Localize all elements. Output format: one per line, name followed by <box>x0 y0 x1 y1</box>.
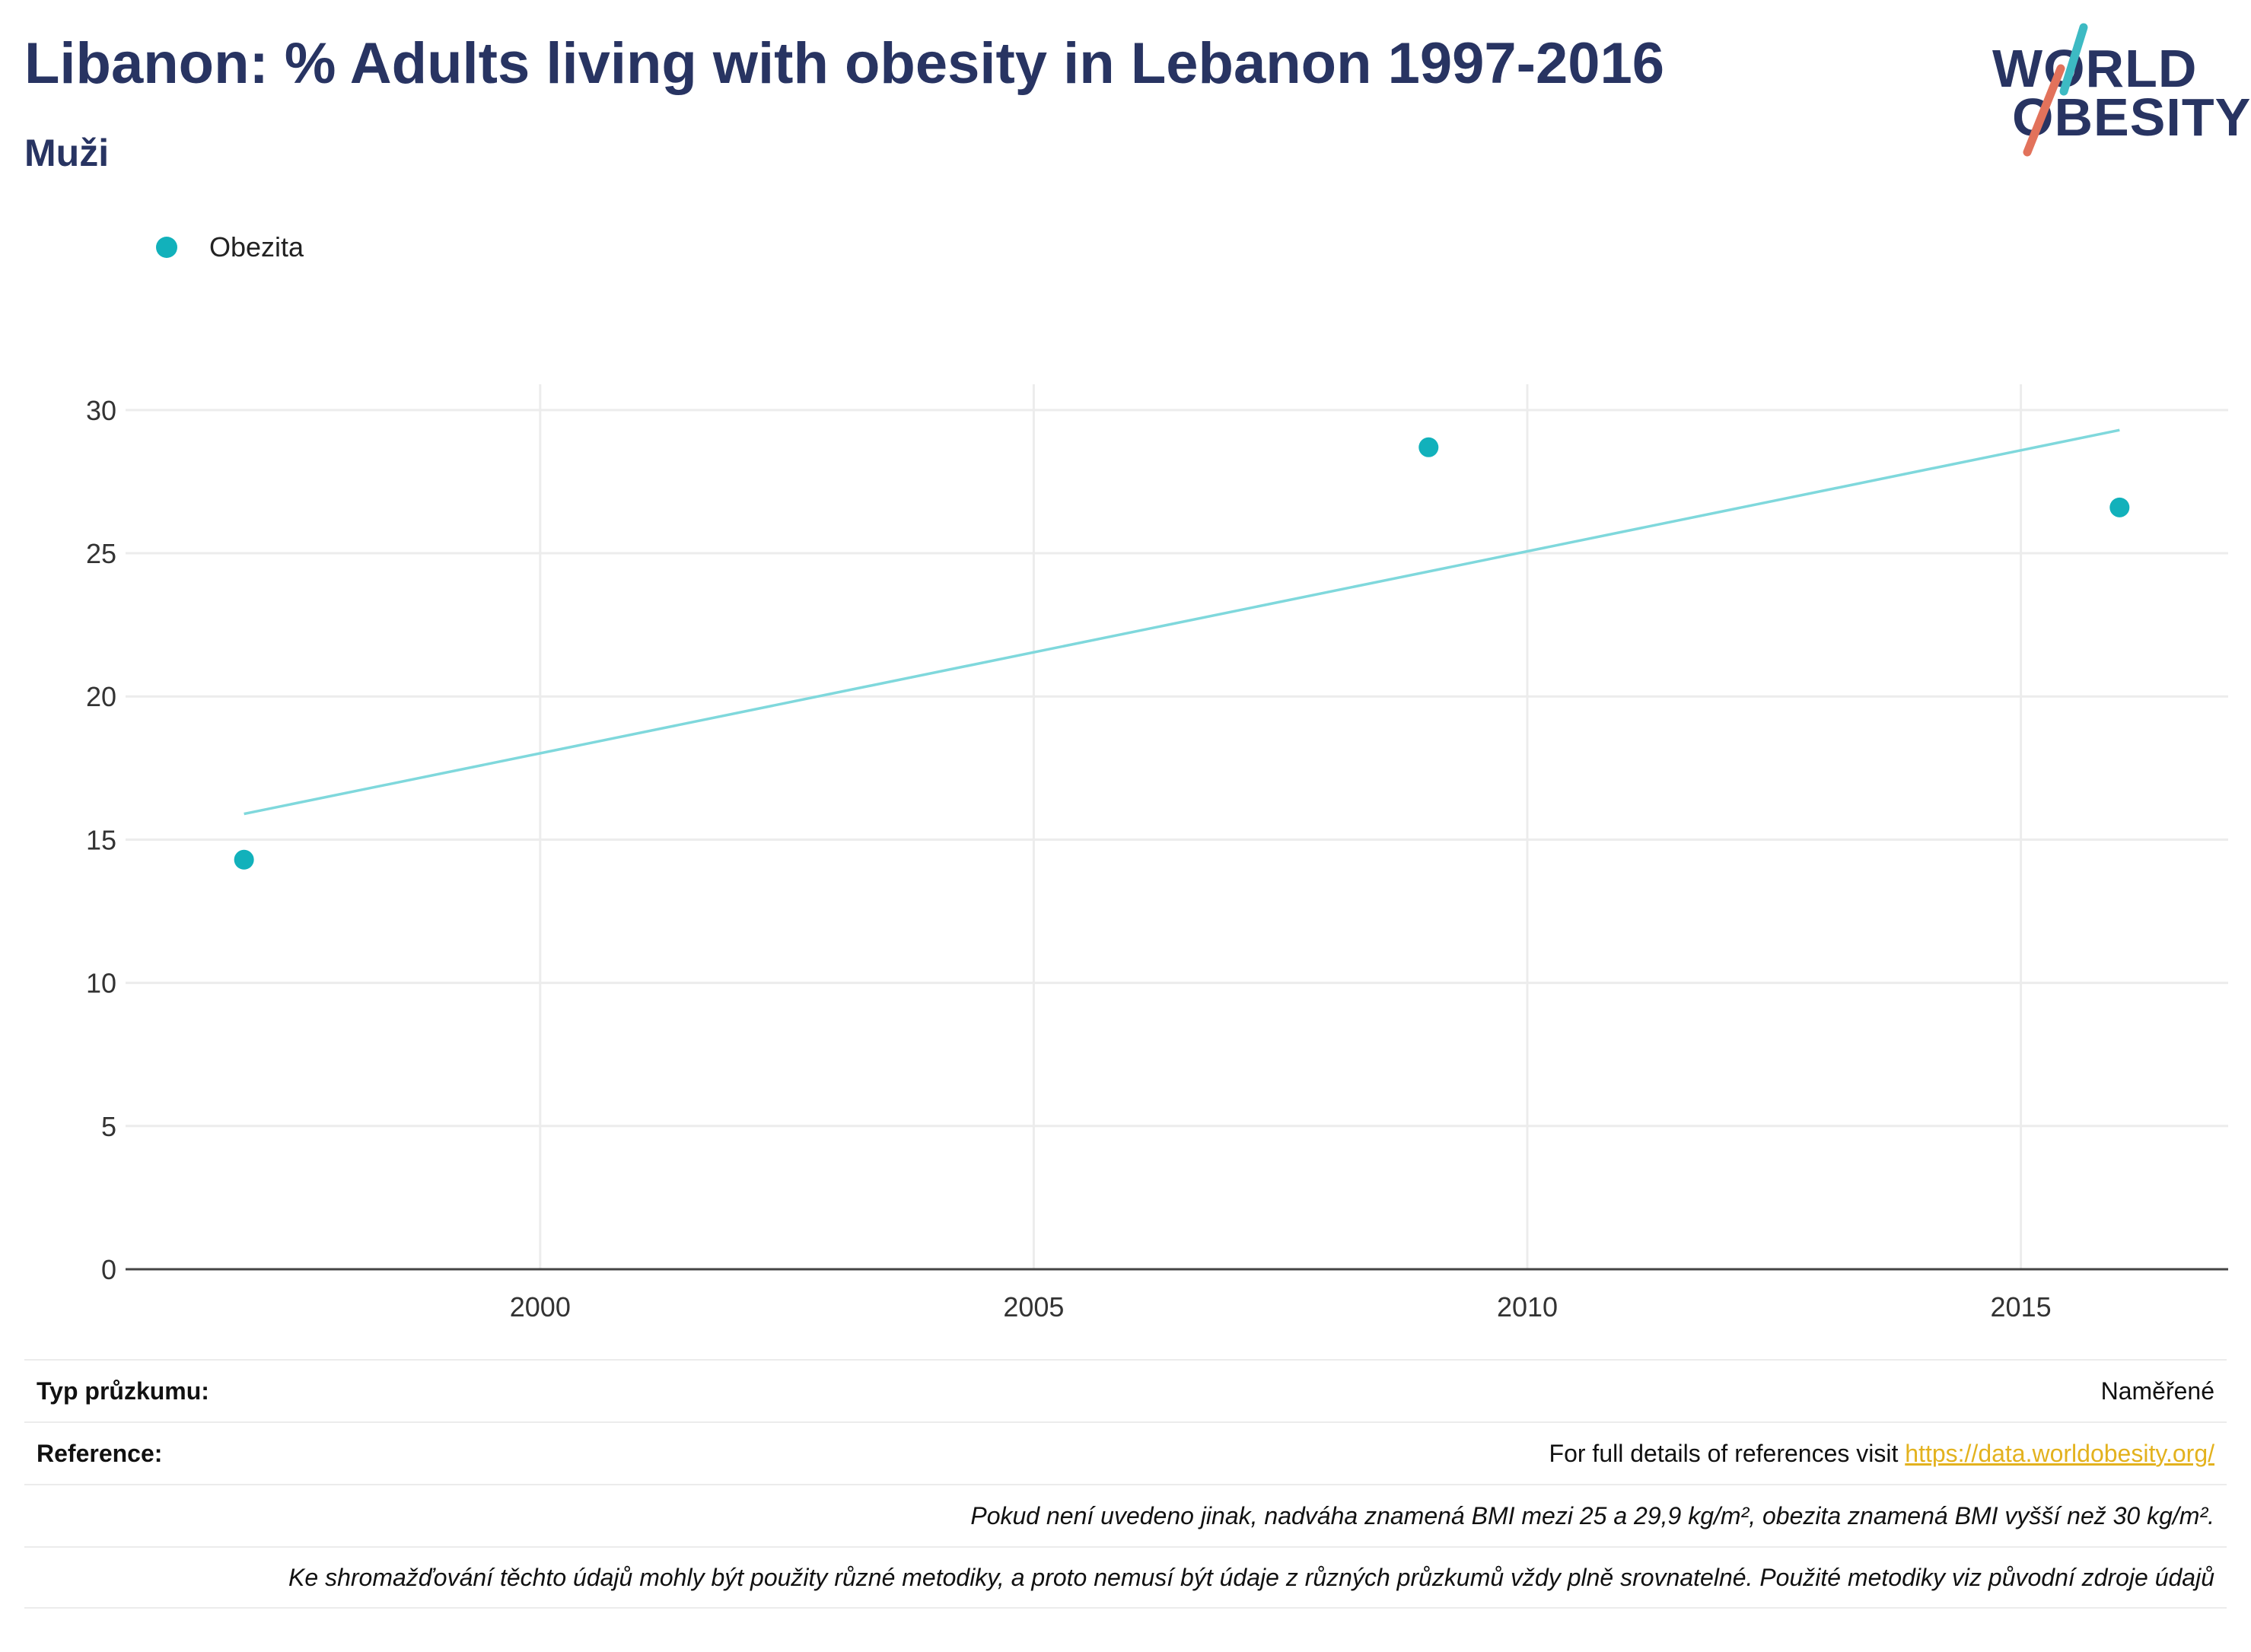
footer-table: Typ průzkumu: Naměřené Reference: For fu… <box>24 1359 2227 1609</box>
bmi-note: Pokud není uvedeno jinak, nadváha znamen… <box>970 1501 2214 1529</box>
x-tick-label: 2010 <box>1497 1291 1558 1323</box>
survey-type-value: Naměřené <box>2100 1377 2214 1405</box>
survey-type-label: Typ průzkumu: <box>37 1377 209 1405</box>
reference-label: Reference: <box>37 1439 163 1467</box>
methodology-note: Ke shromažďování těchto údajů mohly být … <box>288 1563 2214 1591</box>
reference-value: For full details of references visit htt… <box>1549 1440 2214 1468</box>
y-tick-label: 0 <box>101 1254 116 1285</box>
survey-type-row: Typ průzkumu: Naměřené <box>24 1359 2227 1421</box>
data-point <box>2109 497 2130 517</box>
x-tick-label: 2015 <box>1991 1291 2052 1323</box>
logo-slash-icon <box>2023 23 2088 157</box>
data-point <box>1418 437 1439 457</box>
y-tick-label: 10 <box>86 968 116 999</box>
trendline <box>244 428 2120 816</box>
chart: 2000 2005 2010 2015 0 5 10 15 20 25 30 <box>86 384 2228 1323</box>
y-tick-label: 5 <box>101 1111 116 1142</box>
legend-label: Obezita <box>209 231 304 263</box>
bmi-note-row: Pokud není uvedeno jinak, nadváha znamen… <box>24 1484 2227 1546</box>
x-tick-label: 2000 <box>510 1291 571 1323</box>
y-tick-label: 20 <box>86 681 116 712</box>
reference-text: For full details of references visit <box>1549 1439 1899 1467</box>
methodology-note-row: Ke shromažďování těchto údajů mohly být … <box>24 1546 2227 1609</box>
y-tick-label: 15 <box>86 824 116 855</box>
data-point <box>234 849 254 870</box>
page-title: Libanon: % Adults living with obesity in… <box>24 31 1665 96</box>
world-obesity-logo: WORLD OBESITY <box>1979 15 2250 167</box>
reference-link[interactable]: https://data.worldobesity.org/ <box>1905 1439 2214 1467</box>
legend: Obezita <box>156 228 304 266</box>
reference-row: Reference: For full details of reference… <box>24 1421 2227 1484</box>
page-subtitle: Muži <box>24 132 110 174</box>
legend-marker <box>156 237 177 258</box>
logo-word-1: WORLD <box>1992 39 2198 98</box>
y-tick-label: 25 <box>86 538 116 569</box>
y-tick-label: 30 <box>86 395 116 426</box>
x-tick-label: 2005 <box>1003 1291 1064 1323</box>
